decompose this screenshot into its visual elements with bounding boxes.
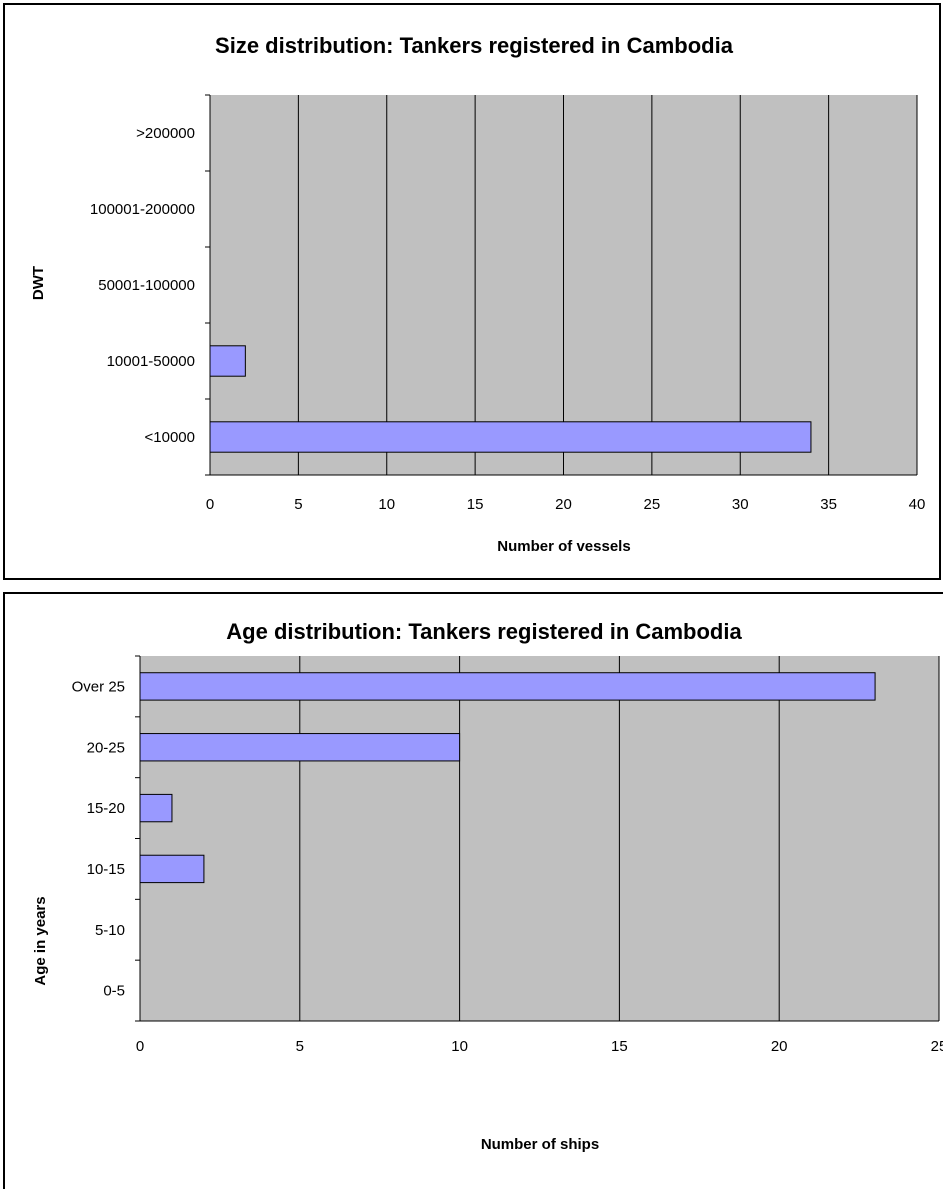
x-tick-label: 0 [206,496,214,513]
x-tick-label: 10 [378,496,395,513]
x-axis-title: Number of ships [481,1136,599,1153]
x-tick-label: 20 [771,1038,788,1055]
y-category-label: 100001-200000 [90,201,195,218]
x-tick-label: 0 [136,1038,144,1055]
bar [209,345,246,377]
y-category-label: >200000 [136,125,195,142]
y-category-label: Over 25 [72,678,125,695]
y-category-label: 15-20 [87,800,125,817]
x-tick-label: 20 [555,496,572,513]
x-tick-label: 15 [611,1038,628,1055]
y-category-label: 0-5 [103,983,125,1000]
x-axis-title: Number of vessels [497,538,630,555]
age-distribution-chart-panel: Age distribution: Tankers registered in … [3,592,943,1189]
x-tick-label: 15 [467,496,484,513]
y-category-label: 10-15 [87,861,125,878]
y-category-label: 50001-100000 [98,277,195,294]
bar [209,421,812,453]
size-distribution-chart-panel: Size distribution: Tankers registered in… [3,3,941,580]
x-tick-label: 40 [909,496,926,513]
bar [139,854,205,884]
x-tick-label: 30 [732,496,749,513]
y-category-label: <10000 [145,429,195,446]
bar [139,733,461,762]
y-axis-title: Age in years [32,896,49,985]
y-category-label: 20-25 [87,739,125,756]
x-tick-label: 10 [451,1038,468,1055]
y-category-label: 10001-50000 [107,353,195,370]
x-tick-label: 5 [294,496,302,513]
x-tick-label: 25 [644,496,661,513]
bar [139,672,876,701]
bar [139,793,173,823]
x-tick-label: 5 [296,1038,304,1055]
chart-title: Size distribution: Tankers registered in… [215,33,734,58]
age-distribution-chart: Age distribution: Tankers registered in … [32,619,943,1153]
x-tick-label: 35 [820,496,837,513]
size-distribution-chart: Size distribution: Tankers registered in… [30,33,926,555]
y-category-label: 5-10 [95,922,125,939]
y-axis-title: DWT [30,266,47,300]
x-tick-label: 25 [931,1038,943,1055]
plot-area [140,656,939,1021]
chart-title: Age distribution: Tankers registered in … [226,619,742,644]
